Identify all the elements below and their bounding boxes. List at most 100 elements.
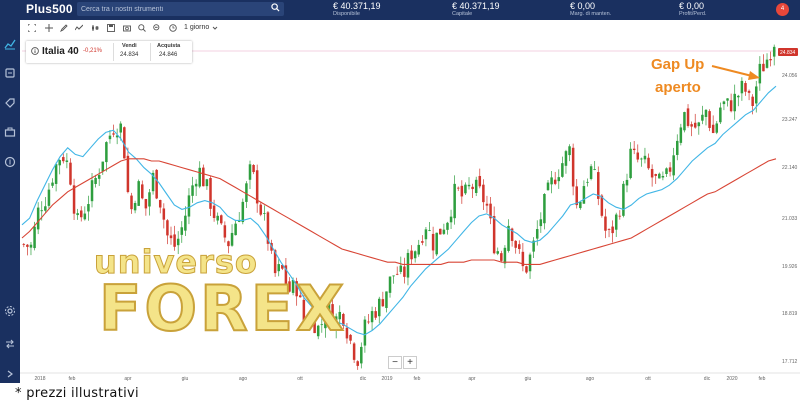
candle-body — [72, 185, 76, 214]
candle-body — [385, 291, 388, 308]
candle-body — [446, 222, 449, 230]
candle-body — [209, 178, 212, 209]
candle-body — [144, 199, 148, 209]
candle-body — [194, 183, 198, 187]
candle-body — [288, 281, 291, 292]
candle-body — [158, 199, 162, 208]
candle-body — [421, 241, 424, 243]
candle-body — [772, 46, 776, 57]
candle-body — [744, 83, 747, 92]
candle-body — [625, 179, 629, 186]
crosshair-icon[interactable] — [45, 24, 53, 32]
candle-body — [546, 182, 550, 191]
chart-type-icon[interactable] — [91, 24, 99, 32]
candle-body — [119, 123, 122, 133]
candle-body — [69, 162, 72, 185]
indicator-icon[interactable] — [75, 24, 83, 32]
clock-icon[interactable] — [169, 24, 177, 32]
candle-body — [334, 316, 338, 330]
sell-price[interactable]: 24.834 — [120, 52, 139, 58]
account-nav-icon[interactable] — [4, 156, 16, 168]
candle-body — [29, 244, 33, 248]
zoom-out-button[interactable]: − — [388, 356, 402, 369]
candle-body — [518, 244, 521, 250]
candle-body — [349, 334, 352, 341]
candle-body — [485, 203, 489, 206]
candle-body — [299, 295, 302, 298]
candle-body — [273, 250, 277, 274]
candle-body — [302, 299, 306, 323]
notification-badge[interactable]: 4 — [776, 3, 789, 16]
timeframe-selector[interactable]: 1 giorno — [184, 24, 210, 31]
candle-body — [413, 251, 417, 259]
candle-body — [528, 254, 532, 272]
candle-body — [295, 281, 298, 297]
instrument-info-box: Italia 40 -0,21% Vendi 24.834 Acquista 2… — [26, 41, 192, 63]
candle-body — [654, 174, 657, 176]
zoom-in-icon[interactable] — [138, 24, 146, 32]
candle-body — [607, 229, 611, 230]
screenshot-icon[interactable] — [123, 24, 131, 32]
tag-nav-icon[interactable] — [4, 97, 16, 109]
chevron-down-icon[interactable] — [212, 25, 218, 31]
candle-body — [428, 230, 431, 231]
candle-body — [589, 166, 593, 179]
annotation-gap-up: Gap Up — [651, 56, 705, 73]
annotation-open: aperto — [655, 79, 701, 96]
candle-body — [202, 167, 205, 187]
search-input[interactable] — [77, 2, 284, 16]
candle-body — [51, 182, 54, 186]
candle-body — [521, 251, 525, 267]
search-icon[interactable] — [271, 3, 280, 12]
x-tick-label: apr — [124, 376, 132, 382]
settings-nav-icon[interactable] — [4, 305, 16, 317]
buy-price[interactable]: 24.846 — [159, 52, 178, 58]
info-icon[interactable] — [31, 47, 39, 55]
watermark-universo: universo — [94, 243, 258, 282]
stat-capital-value: € 40.371,19 — [452, 1, 500, 11]
candle-body — [162, 208, 166, 220]
stat-available-value: € 40.371,19 — [333, 1, 381, 11]
candle-body — [151, 172, 155, 192]
candle-body — [568, 146, 571, 156]
candle-body — [327, 302, 331, 317]
candle-body — [180, 227, 184, 235]
briefcase-nav-icon[interactable] — [4, 126, 16, 138]
positions-nav-icon[interactable] — [4, 67, 16, 79]
candle-body — [449, 216, 453, 223]
chart-nav-icon[interactable] — [4, 38, 16, 50]
candle-body — [747, 90, 751, 93]
candle-body — [227, 241, 230, 247]
candle-body — [471, 186, 474, 190]
zoom-in-button[interactable]: + — [403, 356, 417, 369]
candle-body — [632, 148, 636, 151]
candle-body — [191, 185, 194, 196]
candle-body — [456, 187, 460, 189]
candle-body — [392, 275, 395, 277]
candle-body — [453, 183, 456, 219]
candle-body — [676, 140, 679, 155]
candle-body — [708, 111, 711, 128]
collapse-sidebar-icon[interactable] — [4, 368, 16, 380]
save-icon[interactable] — [107, 24, 115, 32]
candle-body — [729, 100, 733, 112]
candle-body — [582, 186, 586, 204]
candle-body — [733, 93, 736, 112]
candle-body — [248, 164, 252, 180]
draw-pencil-icon[interactable] — [60, 24, 68, 32]
x-tick-label: feb — [414, 376, 421, 382]
buy-label[interactable]: Acquista — [157, 43, 181, 49]
switch-mode-icon[interactable] — [4, 338, 16, 350]
candle-body — [579, 201, 582, 209]
x-tick-label: ago — [586, 376, 595, 382]
candle-body — [693, 122, 697, 128]
x-tick-label: 2018 — [34, 376, 45, 382]
candle-body — [665, 168, 668, 174]
sell-label[interactable]: Vendi — [122, 43, 137, 49]
candle-body — [668, 167, 672, 172]
candle-body — [751, 96, 754, 106]
candle-body — [155, 169, 158, 199]
zoom-out-icon[interactable] — [153, 24, 161, 32]
candle-body — [679, 127, 683, 143]
